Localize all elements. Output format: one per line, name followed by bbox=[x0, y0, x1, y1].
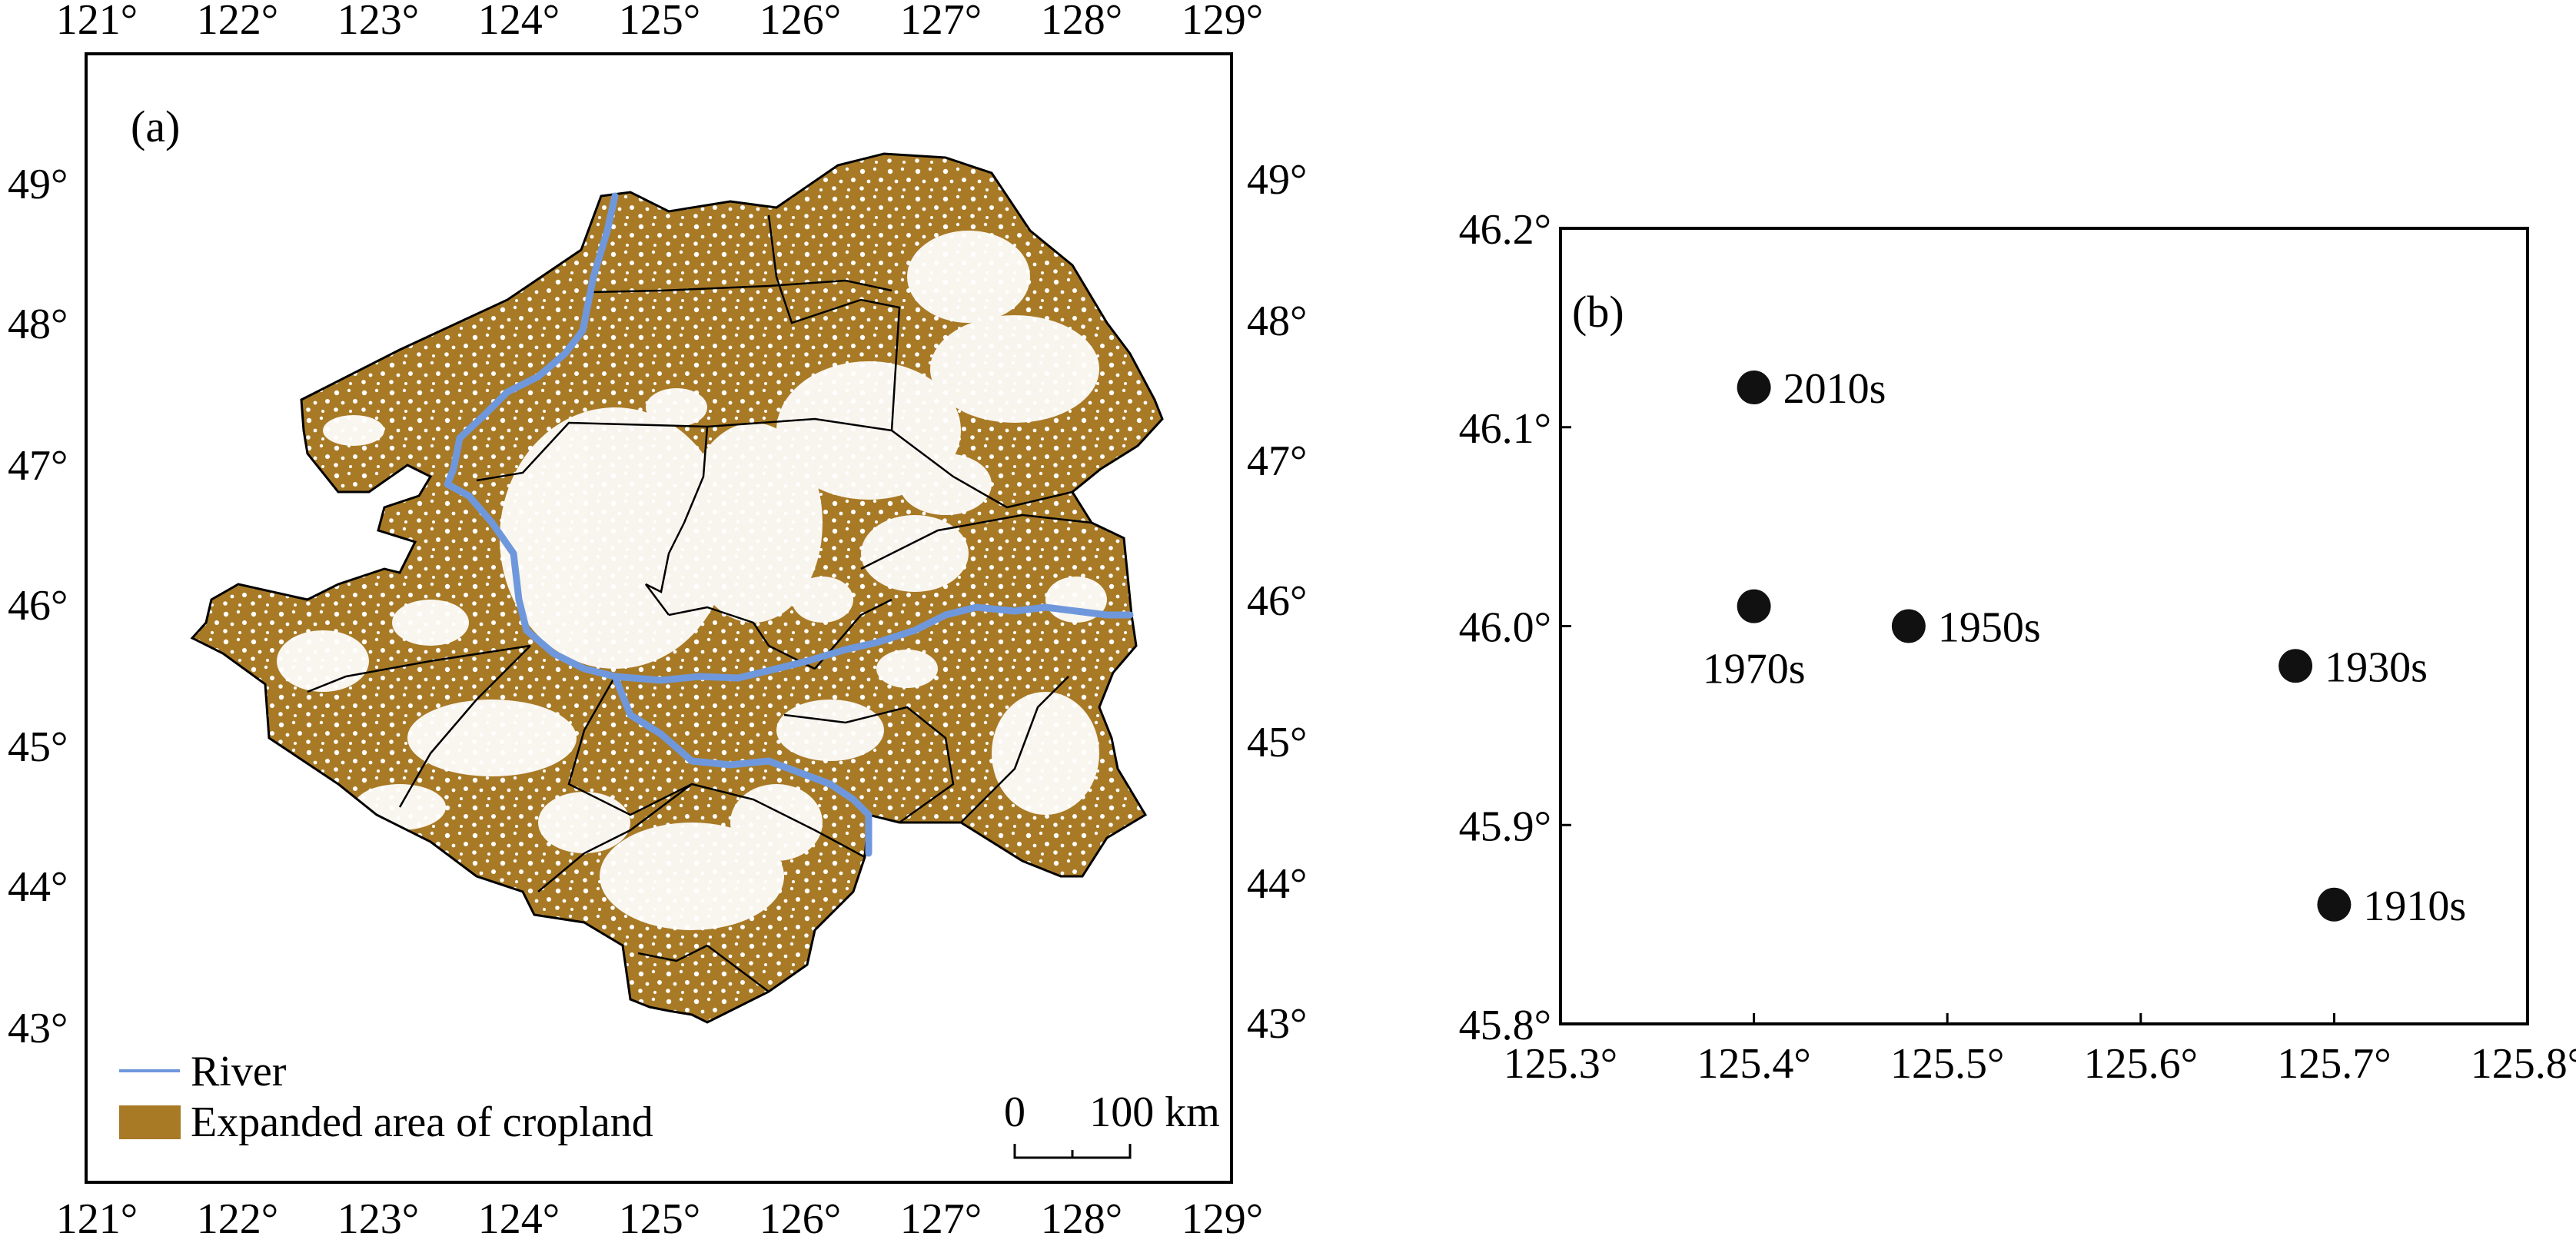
lon-tick-bottom: 121° bbox=[56, 1195, 138, 1243]
lat-tick-right: 48° bbox=[1247, 297, 1307, 345]
lat-tick-right: 47° bbox=[1247, 437, 1307, 485]
legend-cropland-label: Expanded area of cropland bbox=[191, 1098, 653, 1146]
lat-tick-left: 43° bbox=[8, 1005, 68, 1052]
map-lon-ticks-bottom: 121° 122° 123° 124° 125° 126° 127° 128° … bbox=[56, 1195, 1263, 1243]
lon-tick-bottom: 122° bbox=[197, 1195, 278, 1243]
lon-tick-bottom: 123° bbox=[337, 1195, 419, 1243]
scatter-point-label: 1910s bbox=[2363, 882, 2466, 930]
scatter-point-2010s bbox=[1737, 371, 1771, 404]
lat-tick-left: 45° bbox=[8, 723, 68, 771]
lat-tick-right: 49° bbox=[1247, 156, 1307, 204]
lon-tick-bottom: 129° bbox=[1182, 1195, 1263, 1243]
map-legend: River Expanded area of cropland bbox=[119, 1048, 653, 1146]
x-tick-label: 125.7° bbox=[2277, 1040, 2391, 1088]
river-branch bbox=[611, 673, 873, 857]
scatter-point-label: 1930s bbox=[2325, 643, 2428, 691]
lat-tick-left: 47° bbox=[8, 442, 68, 490]
scatter-point-label: 1970s bbox=[1703, 646, 1806, 693]
x-tick-label: 125.4° bbox=[1697, 1040, 1810, 1088]
lon-tick-top: 121° bbox=[56, 0, 138, 44]
lon-tick-top: 122° bbox=[197, 0, 278, 44]
scale-bar-distance: 100 km bbox=[1089, 1088, 1220, 1136]
scatter-panel: 46.2°46.1°46.0°45.9°45.8° 125.3° 125.4° 12… bbox=[1459, 206, 2576, 1088]
lon-tick-bottom: 127° bbox=[900, 1195, 982, 1243]
lon-tick-bottom: 125° bbox=[619, 1195, 700, 1243]
map-panel: 121° 122° 123° 124° 125° 126° 127° 128° … bbox=[8, 0, 1307, 1243]
lat-tick-left: 44° bbox=[8, 863, 68, 911]
lon-tick-top: 125° bbox=[619, 0, 700, 44]
y-tick-label: 46.1° bbox=[1459, 405, 1551, 453]
scatter-point-label: 2010s bbox=[1783, 365, 1886, 413]
lon-tick-top: 128° bbox=[1041, 0, 1122, 44]
lon-tick-top: 127° bbox=[900, 0, 982, 44]
lat-tick-left: 46° bbox=[8, 582, 68, 630]
lat-tick-right: 45° bbox=[1247, 719, 1307, 766]
scatter-point-label: 1950s bbox=[1938, 604, 2041, 652]
x-tick-label: 125.8° bbox=[2471, 1040, 2576, 1088]
scatter-points: 2010s 1970s 1950s 1930s 1910s bbox=[1703, 365, 2466, 930]
lon-tick-top: 123° bbox=[337, 0, 419, 44]
map-lat-ticks-left: 49° 48° 47° 46° 45° 44° 43° bbox=[8, 161, 68, 1052]
x-tick-label: 125.5° bbox=[1890, 1040, 2004, 1088]
scatter-point-1970s bbox=[1737, 589, 1771, 623]
scale-bar: 0 100 km bbox=[1004, 1088, 1220, 1159]
lon-tick-top: 129° bbox=[1182, 0, 1263, 44]
lat-tick-left: 49° bbox=[8, 161, 68, 208]
scatter-point-1930s bbox=[2279, 649, 2313, 683]
map-frame bbox=[85, 52, 1233, 1184]
legend-river-label: River bbox=[191, 1048, 287, 1095]
river-line bbox=[444, 192, 1134, 684]
study-area-boundary bbox=[190, 152, 1164, 1024]
scatter-point-1910s bbox=[2317, 887, 2352, 922]
legend-cropland-swatch bbox=[119, 1105, 181, 1139]
x-tick-label: 125.3° bbox=[1504, 1040, 1617, 1088]
y-tick-label: 45.9° bbox=[1459, 803, 1551, 850]
lon-tick-bottom: 128° bbox=[1041, 1195, 1122, 1243]
map-lon-ticks-top: 121° 122° 123° 124° 125° 126° 127° 128° … bbox=[56, 0, 1263, 44]
lon-tick-top: 126° bbox=[760, 0, 841, 44]
map-lat-ticks-right: 49° 48° 47° 46° 45° 44° 43° bbox=[1247, 156, 1307, 1048]
lat-tick-right: 46° bbox=[1247, 577, 1307, 625]
scatter-x-ticks: 125.3° 125.4° 125.5° 125.6° 125.7° 125.8° bbox=[1504, 1013, 2576, 1088]
map-panel-label: (a) bbox=[131, 101, 180, 151]
lat-tick-right: 44° bbox=[1247, 860, 1307, 908]
lon-tick-bottom: 126° bbox=[760, 1195, 841, 1243]
y-tick-label: 46.0° bbox=[1459, 604, 1551, 652]
admin-boundaries bbox=[307, 214, 1092, 992]
y-tick-label: 45.8° bbox=[1459, 1002, 1551, 1049]
lat-tick-left: 48° bbox=[8, 301, 68, 348]
scale-bar-zero: 0 bbox=[1004, 1088, 1025, 1136]
scatter-panel-label: (b) bbox=[1572, 287, 1624, 337]
lat-tick-right: 43° bbox=[1247, 1000, 1307, 1048]
y-tick-label: 46.2° bbox=[1459, 206, 1551, 254]
x-tick-label: 125.6° bbox=[2084, 1040, 2198, 1088]
lon-tick-top: 124° bbox=[478, 0, 560, 44]
lon-tick-bottom: 124° bbox=[478, 1195, 560, 1243]
scatter-point-1950s bbox=[1891, 609, 1926, 643]
scatter-y-ticks: 46.2° 46.1° 46.0° 45.9° 45.8° bbox=[1459, 206, 1571, 1049]
